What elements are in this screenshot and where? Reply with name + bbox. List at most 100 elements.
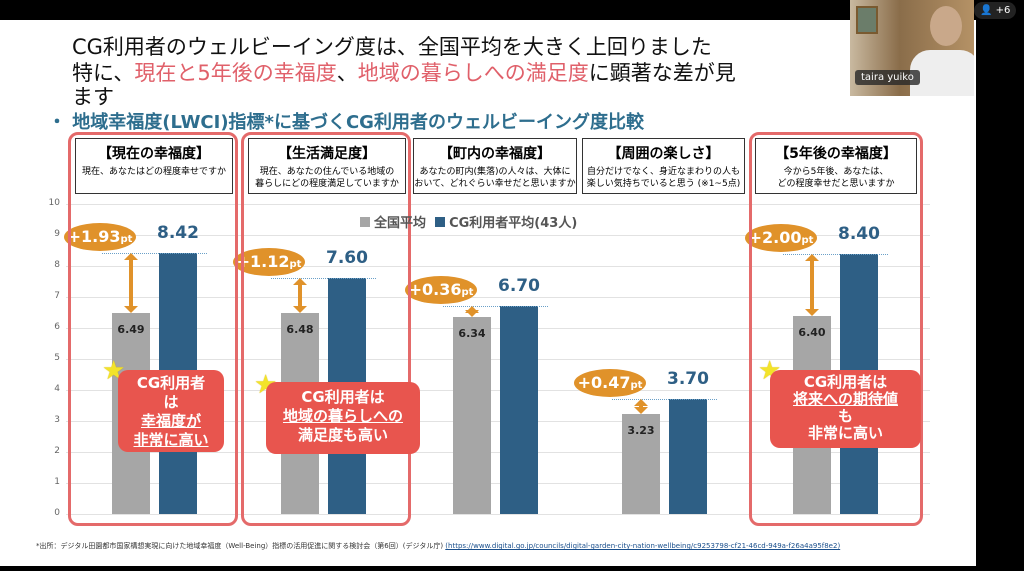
arrow-head-up bbox=[805, 253, 819, 261]
arrow-head-up bbox=[634, 399, 648, 407]
gridline bbox=[66, 204, 930, 205]
video-tile[interactable]: taira yuiko bbox=[850, 0, 974, 96]
gridline bbox=[66, 328, 930, 329]
y-tick-label: 6 bbox=[54, 322, 60, 332]
c: 非常に高い bbox=[133, 431, 209, 449]
callout-5years: CG利用者は 将来への期待値も非常に高い bbox=[770, 370, 921, 448]
gridline bbox=[66, 266, 930, 267]
highlight-box-current bbox=[68, 132, 238, 526]
c: は bbox=[163, 393, 179, 411]
footnote-link[interactable]: (https://www.digital.go.jp/councils/digi… bbox=[445, 542, 841, 550]
difference-arrow bbox=[298, 282, 302, 310]
category-box: 【周囲の楽しさ】自分だけでなく、身近なまわりの人も 楽しい気持ちでいると思う (… bbox=[582, 138, 745, 194]
difference-bubble: +1.93pt bbox=[64, 222, 136, 251]
c: 満足度も高い bbox=[297, 426, 388, 444]
difference-bubble: +0.47pt bbox=[574, 369, 646, 398]
highlight-2: 地域の暮らしへの満足度 bbox=[357, 61, 589, 85]
c: 非常に高い bbox=[807, 424, 883, 442]
category-box: 【現在の幸福度】 現在、あなたはどの程度幸せですか bbox=[75, 138, 233, 194]
value-label-national: 6.49 bbox=[117, 322, 145, 336]
difference-value: +0.36 bbox=[408, 280, 462, 300]
arrow-head-up bbox=[293, 278, 307, 286]
y-tick-label: 5 bbox=[54, 353, 60, 363]
y-tick-label: 0 bbox=[54, 508, 60, 518]
y-tick-label: 8 bbox=[54, 260, 60, 270]
arrow-head-down bbox=[124, 305, 138, 313]
slide-title-line2: 特に、現在と5年後の幸福度、地域の暮らしへの満足度に顕著な差が見 bbox=[72, 60, 736, 86]
value-label-cg: 8.42 bbox=[157, 222, 199, 243]
y-tick-label: 9 bbox=[54, 229, 60, 239]
value-label-national: 6.34 bbox=[458, 327, 486, 341]
gridline bbox=[66, 514, 930, 515]
difference-value: +0.47 bbox=[577, 373, 631, 393]
category-question: 今から5年後、あなたは、 どの程度幸せだと思いますか bbox=[777, 167, 895, 189]
category-question: 現在、あなたの住んでいる地域の 暮らしにどの程度満足していますか bbox=[255, 167, 399, 189]
difference-arrow bbox=[639, 403, 643, 410]
y-tick-label: 3 bbox=[54, 415, 60, 425]
reference-line bbox=[271, 278, 376, 280]
arrow-head-down bbox=[805, 308, 819, 316]
c: CG利用者は bbox=[301, 388, 385, 406]
difference-unit: pt bbox=[630, 380, 643, 392]
difference-value: +2.00 bbox=[748, 227, 802, 247]
difference-arrow bbox=[810, 257, 814, 312]
reference-line bbox=[612, 399, 717, 401]
gridline bbox=[66, 390, 930, 391]
y-tick-label: 4 bbox=[54, 384, 60, 394]
arrow-head-up bbox=[124, 252, 138, 260]
value-label-cg: 3.70 bbox=[667, 369, 709, 390]
c: CG利用者 bbox=[136, 374, 206, 392]
category-question: 自分だけでなく、身近なまわりの人も 楽しい気持ちでいると思う (※1~5点) bbox=[586, 167, 741, 189]
person-icon: 👤 bbox=[980, 5, 993, 16]
gridline bbox=[66, 452, 930, 453]
category-title: 【生活満足度】 bbox=[278, 146, 376, 162]
category-box: 【町内の幸福度】 あなたの町内(集落)の人々は、大体に おいて、どれぐらい幸せだと… bbox=[413, 138, 577, 194]
difference-unit: pt bbox=[120, 233, 133, 245]
difference-bubble: +0.36pt bbox=[405, 276, 477, 305]
difference-value: +1.93 bbox=[67, 226, 121, 246]
participant-name: taira yuiko bbox=[855, 70, 920, 85]
category-question: あなたの町内(集落)の人々は、大体に おいて、どれぐらい幸せだと思いますか bbox=[414, 167, 576, 189]
c: 幸福度が bbox=[140, 412, 201, 430]
footnote-text: *出所：デジタル田園都市国家構想実現に向けた地域幸福度（Well-Being）指… bbox=[36, 542, 444, 550]
value-label-cg: 7.60 bbox=[326, 248, 368, 269]
category-title: 【現在の幸福度】 bbox=[98, 146, 210, 162]
gridline bbox=[66, 297, 930, 298]
category-title: 【周囲の楽しさ】 bbox=[607, 146, 720, 162]
y-tick-label: 7 bbox=[54, 291, 60, 301]
c: 地域の暮らしへの bbox=[282, 407, 403, 425]
slide-title-line3: ます bbox=[72, 85, 114, 109]
arrow-head-up bbox=[465, 306, 479, 314]
gridline bbox=[66, 235, 930, 236]
wall-picture bbox=[856, 6, 878, 34]
highlight-box-5years bbox=[749, 132, 923, 526]
y-tick-label: 2 bbox=[54, 446, 60, 456]
slide-title-line1: CG利用者のウェルビーイング度は、全国平均を大きく上回りました bbox=[72, 35, 712, 59]
legend-national: 全国平均 bbox=[374, 216, 427, 231]
value-label-cg: 8.40 bbox=[838, 223, 880, 244]
bar-cg bbox=[669, 399, 707, 514]
others-count: +6 bbox=[995, 5, 1011, 16]
difference-unit: pt bbox=[801, 234, 814, 246]
difference-bubble: +2.00pt bbox=[745, 223, 817, 252]
gridline bbox=[66, 421, 930, 422]
value-label-national: 6.40 bbox=[798, 325, 826, 339]
callout-satisfaction: CG利用者は 地域の暮らしへの 満足度も高い bbox=[266, 382, 420, 454]
arrow-head-down bbox=[634, 406, 648, 414]
t2: に顕著な差が見 bbox=[588, 61, 736, 85]
difference-unit: pt bbox=[289, 259, 302, 271]
sep: 、 bbox=[336, 61, 358, 85]
value-label-cg: 6.70 bbox=[498, 276, 540, 297]
participants-count-button[interactable]: 👤 +6 bbox=[974, 2, 1017, 19]
legend-swatch-cg bbox=[435, 217, 446, 227]
highlight-box-satisfaction bbox=[241, 132, 411, 526]
arrow-head-down bbox=[465, 310, 479, 318]
reference-line bbox=[102, 252, 207, 254]
gridline bbox=[66, 359, 930, 360]
c: 将来への期待値 bbox=[792, 390, 898, 408]
bar-national bbox=[453, 317, 491, 514]
legend-cg: CG利用者平均(43人) bbox=[449, 216, 578, 231]
category-box: 【5年後の幸福度】 今から5年後、あなたは、 どの程度幸せだと思いますか bbox=[755, 138, 917, 194]
slide-subtitle: ・ 地域幸福度(LWCI)指標*に基づくCG利用者のウェルビーイング度比較 bbox=[48, 112, 644, 133]
c: も bbox=[837, 407, 853, 425]
